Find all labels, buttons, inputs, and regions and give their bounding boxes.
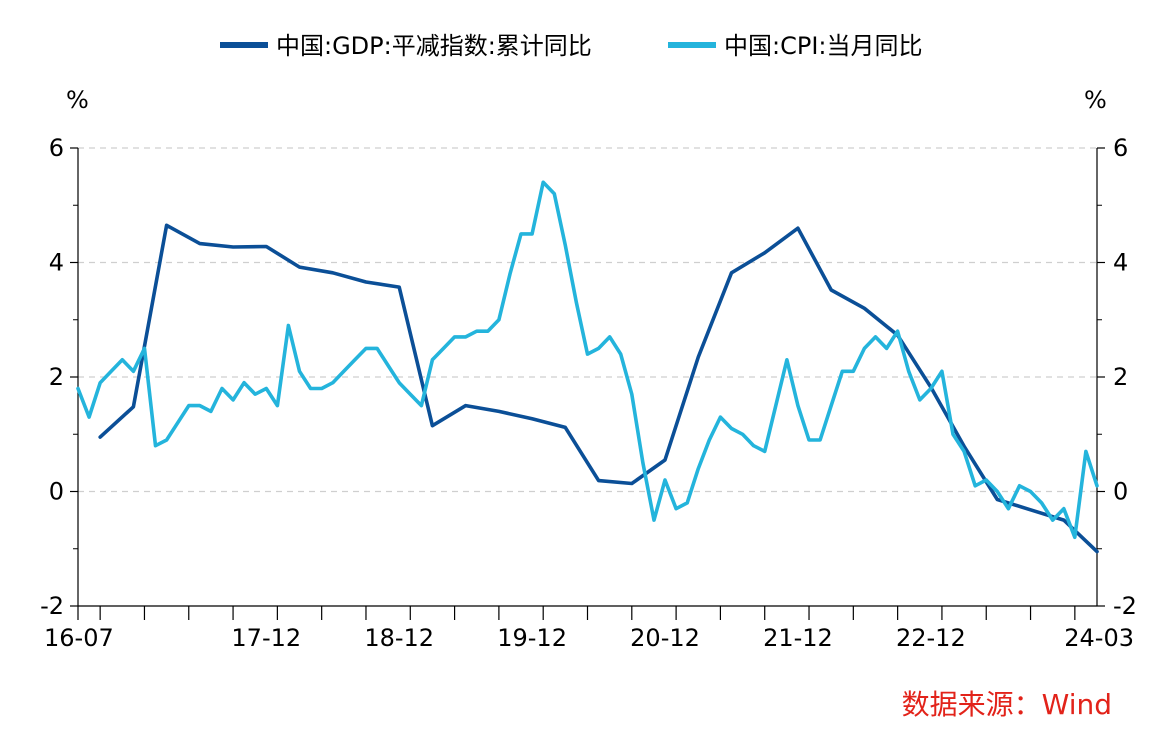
series-line-cpi [76, 180, 1099, 540]
y-ticks: -2 -2 0 0 2 2 4 4 6 6 [40, 134, 1137, 620]
right-tick-label-4: 4 [1113, 249, 1128, 277]
right-tick-label-0: 0 [1113, 478, 1128, 506]
right-tick-label-6: 6 [1113, 134, 1128, 162]
left-tick-label--2: -2 [40, 592, 64, 620]
left-tick-label-0: 0 [49, 478, 64, 506]
x-ticks: 16-07 17-12 18-12 19-12 20-12 21-12 22-12 24-03 [44, 606, 1134, 652]
series-lines [76, 180, 1099, 554]
legend-item-gdp-deflator: 中国:GDP:平减指数:累计同比 [220, 32, 592, 60]
x-tick-label-24-03: 24-03 [1064, 624, 1134, 652]
x-tick-label-19-12: 19-12 [497, 624, 567, 652]
legend: 中国:GDP:平减指数:累计同比 中国:CPI:当月同比 [220, 32, 922, 60]
right-tick-label-2: 2 [1113, 363, 1128, 391]
legend-label-cpi: 中国:CPI:当月同比 [724, 32, 922, 60]
x-tick-label-21-12: 21-12 [763, 624, 833, 652]
x-tick-label-16-07: 16-07 [44, 624, 114, 652]
legend-item-cpi: 中国:CPI:当月同比 [668, 32, 922, 60]
data-source-note: 数据来源：Wind [902, 688, 1112, 721]
left-tick-label-6: 6 [49, 134, 64, 162]
left-tick-label-4: 4 [49, 249, 64, 277]
right-axis-unit: % [1084, 86, 1107, 114]
right-tick-label--2: -2 [1113, 592, 1137, 620]
x-tick-label-18-12: 18-12 [364, 624, 434, 652]
left-axis-unit: % [66, 86, 89, 114]
x-tick-label-22-12: 22-12 [896, 624, 966, 652]
left-tick-label-2: 2 [49, 363, 64, 391]
x-tick-label-20-12: 20-12 [630, 624, 700, 652]
x-tick-label-17-12: 17-12 [231, 624, 301, 652]
gridlines [78, 147, 1097, 493]
legend-label-gdp-deflator: 中国:GDP:平减指数:累计同比 [276, 32, 592, 60]
